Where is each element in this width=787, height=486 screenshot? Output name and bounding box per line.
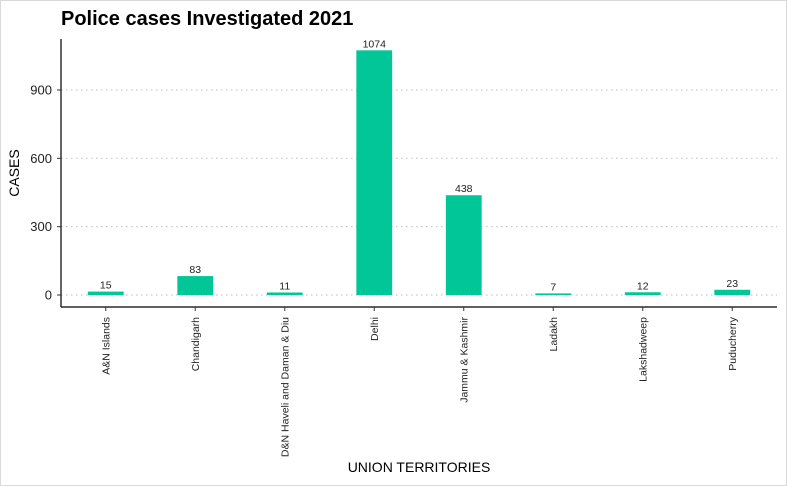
gridlines xyxy=(61,89,777,296)
chart-title: Police cases Investigated 2021 xyxy=(61,8,353,30)
y-axis-title: CASES xyxy=(6,149,22,196)
y-ticks: 0 300 600 900 xyxy=(30,82,61,303)
x-tick-label: Chandigarh xyxy=(190,317,202,371)
bar xyxy=(266,292,303,295)
x-tick-label: Jammu & Kashmir xyxy=(458,317,470,403)
data-label: 15 xyxy=(100,280,112,292)
bar xyxy=(535,293,572,295)
data-label: 83 xyxy=(189,264,201,276)
y-tick-label: 300 xyxy=(30,219,52,234)
data-label: 438 xyxy=(455,183,473,195)
x-ticks: A&N Islands Chandigarh D&N Haveli and Dama… xyxy=(100,307,739,457)
y-tick-label: 600 xyxy=(30,151,52,166)
x-tick-label: Lakshadweep xyxy=(637,317,649,382)
y-tick-label: 0 xyxy=(45,288,52,303)
x-tick-label: Ladakh xyxy=(548,317,560,352)
x-tick-label: Puducherry xyxy=(727,316,739,370)
x-tick-label: D&N Haveli and Daman & Diu xyxy=(279,317,291,457)
x-tick-label: Delhi xyxy=(369,317,381,341)
bar xyxy=(624,292,661,295)
data-label: 1074 xyxy=(363,38,387,50)
bar xyxy=(87,291,124,295)
bar xyxy=(356,50,393,295)
bars xyxy=(87,50,751,295)
data-label: 11 xyxy=(279,280,290,292)
data-labels: 15 83 11 1074 438 7 12 23 xyxy=(100,38,738,293)
data-label: 23 xyxy=(726,278,738,290)
bar xyxy=(177,276,214,295)
axes xyxy=(60,39,777,308)
bar xyxy=(714,289,751,295)
bar xyxy=(445,195,482,295)
x-tick-label: A&N Islands xyxy=(100,317,112,375)
data-label: 7 xyxy=(550,281,556,293)
x-axis-title: UNION TERRITORIES xyxy=(348,459,491,475)
y-tick-label: 900 xyxy=(30,82,52,97)
data-label: 12 xyxy=(637,280,649,292)
